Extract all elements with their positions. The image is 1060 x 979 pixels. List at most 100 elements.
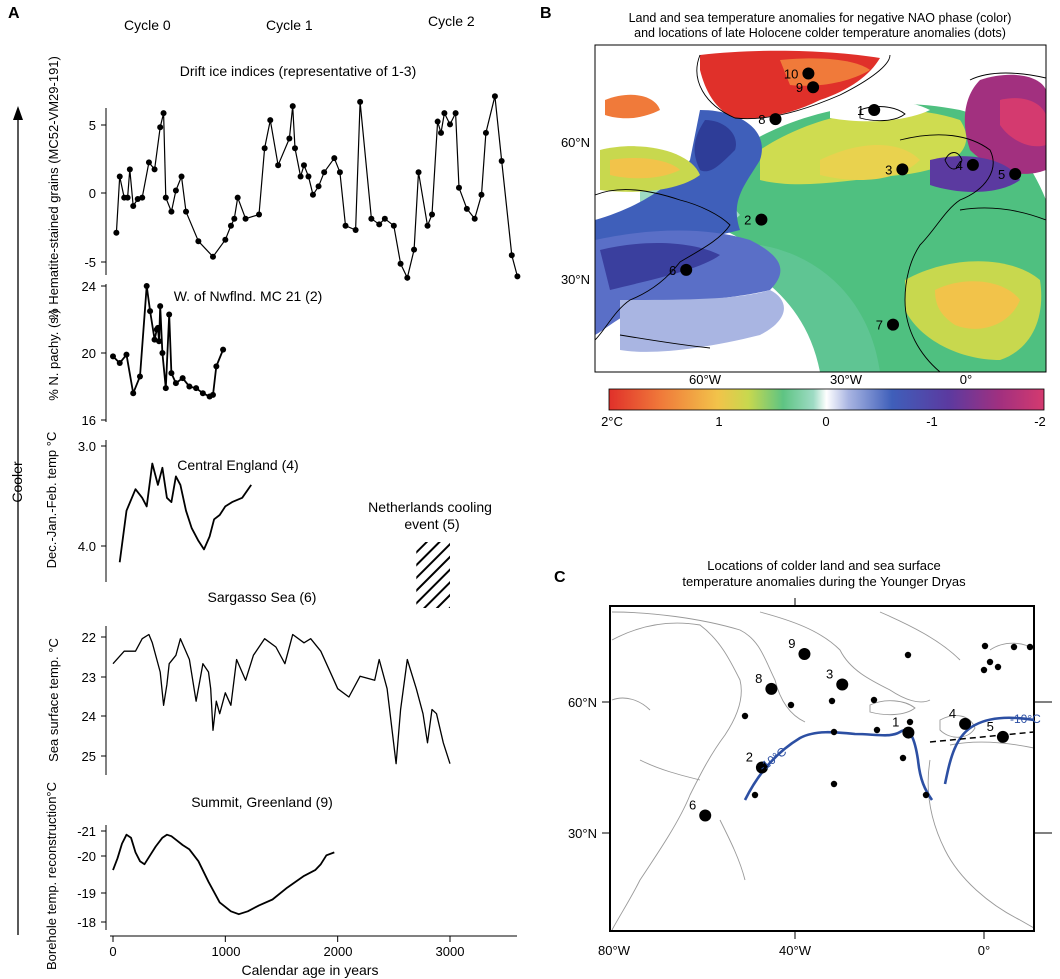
colorbar-label-m2: -2 bbox=[1034, 414, 1046, 429]
data-point bbox=[331, 155, 338, 162]
data-point bbox=[441, 110, 448, 117]
colorbar-label-m1: -1 bbox=[926, 414, 938, 429]
data-point bbox=[376, 221, 383, 228]
x-tick-3000: 3000 bbox=[436, 944, 465, 959]
data-point bbox=[209, 253, 216, 260]
data-point bbox=[143, 283, 150, 289]
panel-b: B Land and sea temperature anomalies for… bbox=[540, 5, 1047, 429]
panel-b-dots: 109 8 1 3 4 5 2 6 7 bbox=[669, 67, 1022, 333]
data-point bbox=[222, 236, 229, 243]
panel-b-title-line1: Land and sea temperature anomalies for n… bbox=[629, 11, 1012, 25]
anomaly-map bbox=[595, 45, 1046, 372]
data-point bbox=[381, 215, 388, 222]
yd-site-dot-9 bbox=[798, 647, 811, 660]
series-line bbox=[112, 633, 451, 765]
npachy-tick-label-16: 16 bbox=[82, 413, 96, 428]
yd-site-dot-8 bbox=[765, 682, 778, 695]
data-point bbox=[213, 363, 220, 370]
data-point bbox=[123, 351, 130, 358]
site-label-7: 7 bbox=[876, 318, 883, 333]
netherlands-title-line1: Netherlands cooling bbox=[368, 499, 492, 515]
site-label-4: 4 bbox=[956, 158, 963, 173]
data-point bbox=[447, 121, 453, 128]
netherlands-title: Netherlands cooling event (5) bbox=[368, 499, 496, 532]
colorbar-label-2: 2°C bbox=[601, 414, 623, 429]
data-point bbox=[157, 303, 164, 310]
data-point bbox=[147, 308, 154, 315]
data-point bbox=[124, 194, 131, 201]
data-point bbox=[514, 273, 521, 280]
panel-c-lon-0: 0° bbox=[978, 943, 990, 958]
series-line bbox=[118, 462, 252, 563]
npachy-title: W. of Nwflnd. MC 21 (2) bbox=[174, 288, 323, 304]
x-tick-0: 0 bbox=[109, 944, 116, 959]
data-point bbox=[160, 110, 167, 117]
panel-c-dots: 9 8 3 1 4 5 2 6 bbox=[689, 636, 1009, 822]
site-dot-1 bbox=[868, 104, 881, 117]
summit-y-label: Borehole temp. reconstruction°C bbox=[44, 782, 59, 970]
data-point bbox=[113, 229, 120, 236]
data-point bbox=[336, 169, 343, 176]
yd-site-label-2: 2 bbox=[746, 750, 753, 765]
data-point bbox=[162, 385, 169, 392]
yd-site-label-4: 4 bbox=[949, 706, 956, 721]
netherlands-event: Netherlands cooling event (5) bbox=[368, 499, 496, 608]
data-point bbox=[434, 118, 441, 125]
drift-ice-y-label: % Hematite-stained grains (MC52-VM29-191… bbox=[46, 56, 61, 320]
data-point bbox=[110, 353, 116, 360]
data-point bbox=[429, 211, 436, 218]
yd-site-dot-1 bbox=[902, 726, 915, 739]
cooler-label: Cooler bbox=[9, 461, 25, 503]
drift-ice-tick-label-m5: -5 bbox=[84, 255, 96, 270]
data-point bbox=[397, 260, 404, 267]
yd-site-dot-5 bbox=[996, 730, 1009, 743]
summit-y-label-text: Borehole temp. reconstruction°C bbox=[44, 782, 59, 970]
data-point bbox=[168, 370, 175, 377]
panel-b-letter: B bbox=[540, 5, 552, 22]
site-dot-3 bbox=[896, 163, 909, 176]
data-point bbox=[275, 162, 282, 169]
data-point bbox=[478, 191, 485, 198]
data-point bbox=[471, 215, 478, 222]
drift-ice-tick-label-0: 0 bbox=[89, 186, 96, 201]
data-point bbox=[415, 169, 422, 176]
data-point bbox=[300, 162, 307, 169]
data-point bbox=[126, 166, 133, 173]
data-point bbox=[368, 215, 375, 222]
x-axis-label: Calendar age in years bbox=[242, 962, 379, 978]
data-point bbox=[291, 145, 298, 152]
x-tick-1000: 1000 bbox=[212, 944, 241, 959]
yd-site-label-6: 6 bbox=[689, 798, 696, 813]
data-point bbox=[463, 205, 470, 212]
panel-c-frame bbox=[609, 605, 1035, 932]
site-label-1: 1 bbox=[857, 103, 864, 118]
data-point bbox=[342, 222, 349, 229]
drift-ice-y-label-text: % Hematite-stained grains (MC52-VM29-191… bbox=[46, 56, 61, 320]
yd-site-dot-3 bbox=[836, 678, 849, 691]
site-label-2: 2 bbox=[744, 213, 751, 228]
data-point bbox=[178, 173, 185, 180]
central-england-tick-label-4: 4.0 bbox=[78, 539, 96, 554]
data-point bbox=[166, 311, 173, 318]
site-label-10: 10 bbox=[784, 67, 798, 82]
summit-series bbox=[112, 833, 335, 916]
data-point bbox=[297, 173, 304, 180]
panel-a: A Cycle 0 Cycle 1 Cycle 2 Cooler 0 1000 … bbox=[8, 5, 521, 978]
panel-c-letter: C bbox=[554, 569, 566, 586]
panel-a-letter: A bbox=[8, 5, 20, 22]
data-point bbox=[130, 390, 137, 397]
data-point bbox=[261, 145, 268, 152]
data-point bbox=[183, 208, 190, 215]
data-point bbox=[116, 173, 123, 180]
site-dot-7 bbox=[887, 318, 899, 331]
sargasso-tick-label-22: 22 bbox=[82, 630, 96, 645]
sargasso-tick-label-24: 24 bbox=[82, 709, 96, 724]
data-point bbox=[159, 350, 166, 356]
data-point bbox=[231, 215, 238, 222]
panel-b-lon-30w: 30°W bbox=[830, 372, 863, 387]
yd-site-dot-6 bbox=[699, 809, 712, 822]
x-tick-2000: 2000 bbox=[324, 944, 353, 959]
central-england-series bbox=[118, 462, 252, 563]
data-point bbox=[168, 208, 175, 215]
panel-c-lon-40w: 40°W bbox=[779, 943, 812, 958]
